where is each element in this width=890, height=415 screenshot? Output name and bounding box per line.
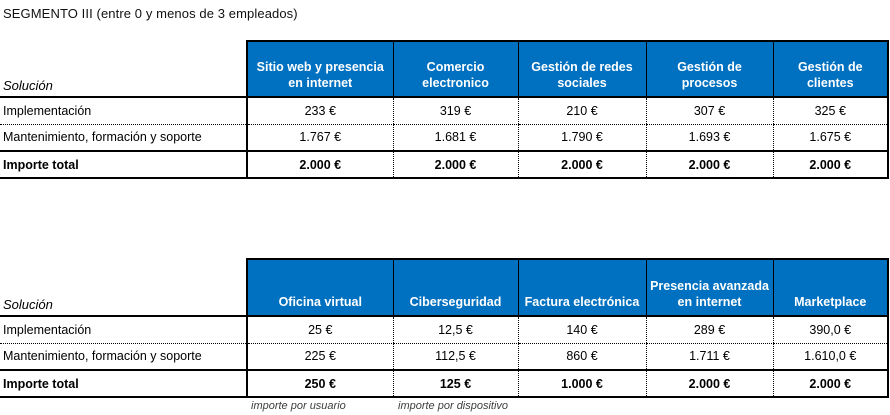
value-cell: 2.000 € bbox=[246, 150, 393, 179]
row-label: Implementación bbox=[0, 316, 247, 344]
table-row-importe-total: Importe total 2.000 € 2.000 € 2.000 € 2.… bbox=[0, 150, 889, 179]
value-cell: 390,0 € bbox=[772, 316, 889, 344]
column-header-oficina-virtual: Oficina virtual bbox=[246, 258, 394, 317]
header-row: Solución Sitio web y presencia en intern… bbox=[0, 40, 889, 98]
row-label: Mantenimiento, formación y soporte bbox=[3, 349, 202, 364]
value-cell: 12,5 € bbox=[392, 316, 518, 344]
value-cell: 112,5 € bbox=[392, 343, 518, 370]
value-cell: 225 € bbox=[246, 343, 393, 370]
value-cell: 210 € bbox=[517, 97, 646, 125]
pricing-table-segment-top: Solución Sitio web y presencia en intern… bbox=[0, 40, 889, 179]
value-cell: 2.000 € bbox=[645, 150, 773, 179]
table-row-mantenimiento: Mantenimiento, formación y soporte 1.767… bbox=[0, 124, 889, 151]
column-header-factura-electronica: Factura electrónica bbox=[517, 258, 647, 317]
value-cell: 140 € bbox=[517, 316, 646, 344]
column-header-gestion-procesos: Gestión de procesos bbox=[645, 40, 774, 98]
value-cell: 233 € bbox=[246, 97, 393, 125]
value-cell: 1.711 € bbox=[645, 343, 773, 370]
footnote-importe-por-usuario: importe por usuario bbox=[251, 400, 346, 412]
table-row-importe-total: Importe total 250 € 125 € 1.000 € 2.000 … bbox=[0, 369, 889, 398]
value-cell: 1.000 € bbox=[517, 369, 646, 398]
value-cell: 1.610,0 € bbox=[772, 343, 889, 370]
value-cell: 125 € bbox=[392, 369, 518, 398]
column-header-gestion-redes-sociales: Gestión de redes sociales bbox=[517, 40, 647, 98]
value-cell: 1.693 € bbox=[645, 124, 773, 151]
value-cell: 289 € bbox=[645, 316, 773, 344]
row-label: Importe total bbox=[0, 150, 247, 179]
table-row-implementacion: Implementación 25 € 12,5 € 140 € 289 € 3… bbox=[0, 316, 889, 344]
solution-column-header: Solución bbox=[0, 259, 247, 317]
value-cell: 2.000 € bbox=[517, 150, 646, 179]
column-header-ciberseguridad: Ciberseguridad bbox=[392, 258, 519, 317]
value-cell: 2.000 € bbox=[392, 150, 518, 179]
solution-column-header: Solución bbox=[0, 41, 247, 98]
value-cell: 1.681 € bbox=[392, 124, 518, 151]
column-header-marketplace: Marketplace bbox=[772, 258, 889, 317]
value-cell: 25 € bbox=[246, 316, 393, 344]
column-header-presencia-avanzada: Presencia avanzada en internet bbox=[645, 258, 774, 317]
row-label: Mantenimiento, formación y soporte bbox=[3, 130, 202, 145]
value-cell: 2.000 € bbox=[772, 150, 889, 179]
row-label: Importe total bbox=[0, 369, 247, 398]
value-cell: 2.000 € bbox=[645, 369, 773, 398]
value-cell: 319 € bbox=[392, 97, 518, 125]
value-cell: 325 € bbox=[772, 97, 889, 125]
column-header-sitio-web: Sitio web y presencia en internet bbox=[246, 40, 394, 98]
value-cell: 1.675 € bbox=[772, 124, 889, 151]
value-cell: 1.767 € bbox=[246, 124, 393, 151]
table-row-mantenimiento: Mantenimiento, formación y soporte 225 €… bbox=[0, 343, 889, 370]
pricing-table-segment-bottom: Solución Oficina virtual Ciberseguridad … bbox=[0, 258, 889, 398]
value-cell: 2.000 € bbox=[772, 369, 889, 398]
footnote-importe-por-dispositivo: importe por dispositivo bbox=[398, 400, 509, 412]
value-cell: 1.790 € bbox=[517, 124, 646, 151]
column-header-gestion-clientes: Gestión de clientes bbox=[772, 40, 889, 98]
row-label: Implementación bbox=[0, 97, 247, 125]
footnotes: importe por usuario importe por disposit… bbox=[0, 400, 890, 414]
column-header-comercio-electronico: Comercio electronico bbox=[392, 40, 519, 98]
table-row-implementacion: Implementación 233 € 319 € 210 € 307 € 3… bbox=[0, 97, 889, 125]
value-cell: 307 € bbox=[645, 97, 773, 125]
header-row: Solución Oficina virtual Ciberseguridad … bbox=[0, 258, 889, 317]
value-cell: 250 € bbox=[246, 369, 393, 398]
page-title: SEGMENTO III (entre 0 y menos de 3 emple… bbox=[3, 6, 298, 21]
value-cell: 860 € bbox=[517, 343, 646, 370]
